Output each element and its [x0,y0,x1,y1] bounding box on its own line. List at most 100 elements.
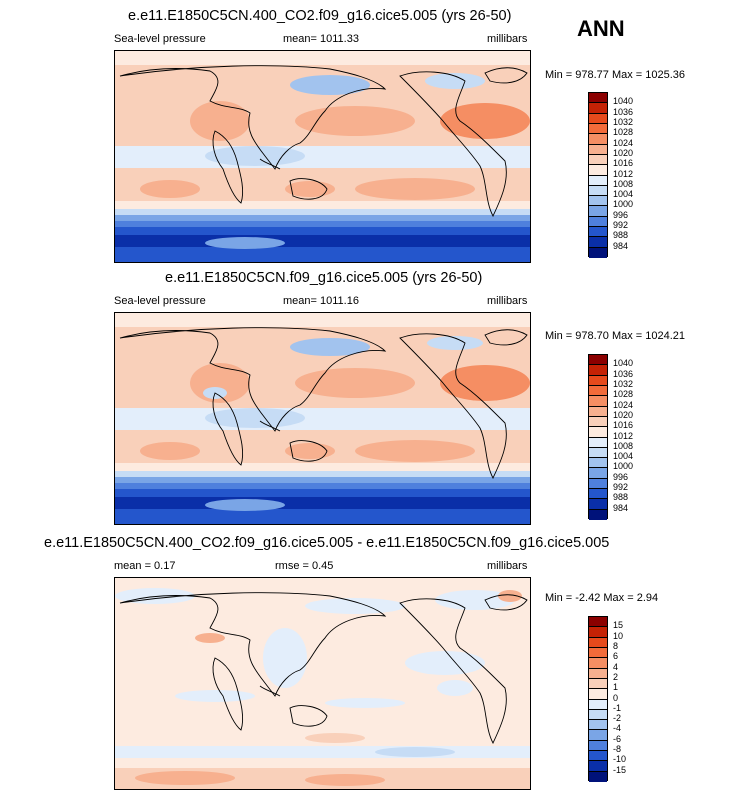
colorbar-cell [589,427,607,438]
colorbar-tick-label: 1036 [613,368,634,379]
colorbar-cell [589,406,607,417]
colorbar-tick-label: 988 [613,492,629,503]
colorbar-tick-label: 984 [613,502,629,513]
colorbar-cell [589,247,607,258]
colorbar-cell [589,103,607,114]
colorbar-tick-label: -10 [613,754,627,765]
colorbar-cell [589,206,607,217]
panel2-title: e.e11.E1850C5CN.f09_g16.cice5.005 (yrs 2… [165,270,483,286]
panel2-variable-label: Sea-level pressure [114,295,206,307]
panel1-variable-label: Sea-level pressure [114,33,206,45]
colorbar-tick-label: 1008 [613,178,634,189]
colorbar-tick-label: 996 [613,471,629,482]
colorbar-cell [589,144,607,155]
colorbar-cell [589,458,607,469]
panel2-mean-label: mean= 1011.16 [283,295,359,307]
colorbar-tick-label: 0 [613,692,619,703]
colorbar-cell [589,489,607,500]
colorbar-cell [589,637,607,648]
colorbar-tick-label: 10 [613,630,624,641]
colorbar-cell [589,154,607,166]
colorbar-tick-label: -1 [613,702,622,713]
colorbar-tick-label: 1008 [613,440,634,451]
colorbar-tick-label: 8 [613,640,619,651]
colorbar-cell [589,165,607,176]
colorbar-cell [589,113,607,124]
colorbar-tick-label: 15 [613,620,624,631]
panel3-minmax-label: Min = -2.42 Max = 2.94 [545,592,659,604]
colorbar-tick-label: 1020 [613,147,634,158]
colorbar-cell [589,689,607,700]
colorbar-cell [589,761,607,772]
colorbar-tick-label: 1 [613,682,619,693]
colorbar-tick-label: -8 [613,744,622,755]
colorbar-tick-label: 1016 [613,420,634,431]
colorbar-tick-label: 4 [613,661,619,672]
colorbar-cell [589,499,607,510]
colorbar-cell [589,196,607,207]
colorbar-cell [589,678,607,690]
panel3-rmse-label: rmse = 0.45 [275,560,334,572]
season-label: ANN [577,16,625,41]
colorbar-tick-label: 6 [613,651,619,662]
colorbar-tick-label: 1024 [613,399,634,410]
colorbar-tick-label: 1028 [613,389,634,400]
panel1-title: e.e11.E1850C5CN.400_CO2.f09_g16.cice5.00… [128,8,512,24]
panel2-minmax-label: Min = 978.70 Max = 1024.21 [545,330,686,342]
colorbar-tick-label: 1000 [613,461,634,472]
panel1-colorbar [588,92,608,258]
colorbar-tick-label: 988 [613,230,629,241]
colorbar-tick-label: 1004 [613,451,634,462]
colorbar-cell [589,730,607,741]
panel2-colorbar [588,354,608,520]
colorbar-tick-label: -6 [613,733,622,744]
colorbar-cell [589,478,607,490]
colorbar-cell [589,396,607,407]
colorbar-cell [589,123,607,135]
colorbar-cell [589,365,607,376]
colorbar-cell [589,134,607,145]
colorbar-cell [589,627,607,638]
panel3-mean-label: mean = 0.17 [114,560,176,572]
colorbar-cell [589,740,607,752]
colorbar-tick-label: 1012 [613,430,634,441]
panel1-units-label: millibars [487,33,528,45]
colorbar-cell [589,509,607,520]
colorbar-tick-label: 1040 [613,358,634,369]
colorbar-cell [589,227,607,238]
colorbar-tick-label: 1000 [613,199,634,210]
panel1-minmax-label: Min = 978.77 Max = 1025.36 [545,69,686,81]
colorbar-cell [589,699,607,710]
colorbar-tick-label: 1020 [613,409,634,420]
colorbar-tick-label: 1032 [613,378,634,389]
colorbar-cell [589,185,607,197]
colorbar-tick-label: 992 [613,482,629,493]
colorbar-tick-label: 1028 [613,127,634,138]
colorbar-tick-label: 984 [613,240,629,251]
colorbar-cell [589,658,607,669]
colorbar-cell [589,447,607,459]
colorbar-cell [589,355,607,366]
colorbar-cell [589,647,607,659]
colorbar-cell [589,375,607,386]
panel3-title: e.e11.E1850C5CN.400_CO2.f09_g16.cice5.00… [44,535,610,551]
colorbar-tick-label: 1016 [613,158,634,169]
colorbar-cell [589,617,607,628]
colorbar-tick-label: -15 [613,764,627,775]
colorbar-tick-label: 996 [613,209,629,220]
colorbar-cell [589,416,607,428]
colorbar-cell [589,720,607,731]
colorbar-cell [589,385,607,397]
panel1-map [114,50,531,263]
colorbar-tick-label: 992 [613,220,629,231]
colorbar-tick-label: 1036 [613,106,634,117]
panel2-units-label: millibars [487,295,528,307]
colorbar-tick-label: 2 [613,671,619,682]
colorbar-cell [589,237,607,248]
colorbar-tick-label: 1024 [613,137,634,148]
panel1-mean-label: mean= 1011.33 [283,33,359,45]
panel3-map [114,577,531,790]
colorbar-tick-label: -4 [613,723,622,734]
panel2-map [114,312,531,525]
colorbar-tick-label: 1012 [613,168,634,179]
